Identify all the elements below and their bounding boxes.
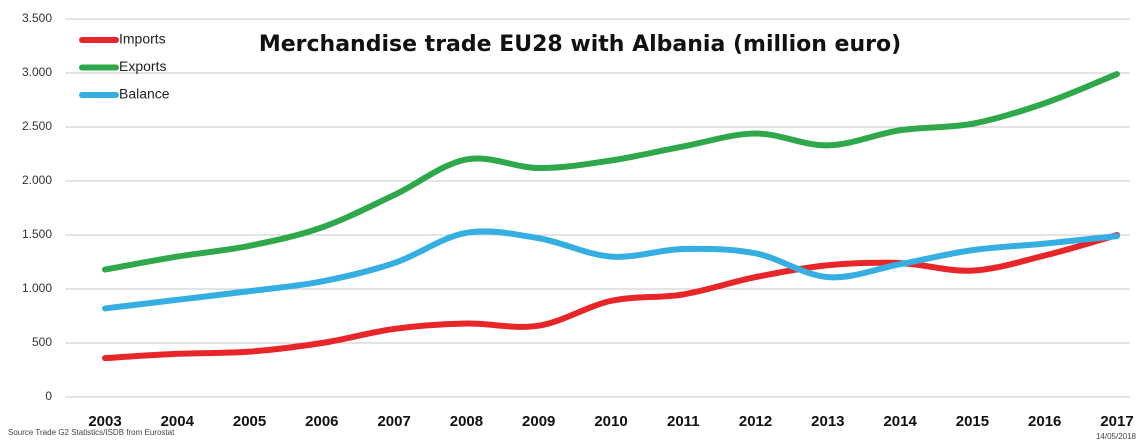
x-tick-label: 2016 bbox=[1028, 413, 1061, 430]
y-tick-label: 0 bbox=[45, 389, 52, 403]
x-tick-label: 2011 bbox=[667, 413, 700, 430]
series-line bbox=[102, 71, 1120, 273]
x-tick-label: 2003 bbox=[88, 413, 121, 430]
series-line bbox=[102, 232, 1120, 362]
source-note: Source Trade G2 Statistics/ISDB from Eur… bbox=[8, 428, 175, 437]
x-tick-label: 2004 bbox=[161, 413, 195, 430]
legend-label: Exports bbox=[119, 58, 166, 74]
y-tick-label: 1.000 bbox=[22, 281, 52, 295]
x-tick-label: 2006 bbox=[305, 413, 338, 430]
legend-label: Imports bbox=[119, 31, 166, 47]
date-note: 14/05/2018 bbox=[1096, 432, 1137, 441]
x-tick-label: 2015 bbox=[956, 413, 989, 430]
series-line bbox=[102, 228, 1120, 312]
y-tick-label: 500 bbox=[32, 335, 52, 349]
x-tick-label: 2012 bbox=[739, 413, 772, 430]
x-tick-label: 2009 bbox=[522, 413, 555, 430]
x-tick-label: 2008 bbox=[450, 413, 483, 430]
x-tick-label: 2005 bbox=[233, 413, 266, 430]
y-tick-label: 3.000 bbox=[22, 65, 52, 79]
chart-title: Merchandise trade EU28 with Albania (mil… bbox=[259, 32, 901, 57]
x-tick-label: 2007 bbox=[377, 413, 410, 430]
y-tick-label: 2.500 bbox=[22, 119, 52, 133]
x-tick-label: 2013 bbox=[811, 413, 844, 430]
x-tick-label: 2014 bbox=[883, 413, 917, 430]
x-tick-label: 2010 bbox=[594, 413, 627, 430]
y-tick-label: 3.500 bbox=[22, 11, 52, 25]
legend-label: Balance bbox=[119, 86, 170, 102]
y-tick-label: 1.500 bbox=[22, 227, 52, 241]
x-tick-label: 2017 bbox=[1100, 413, 1133, 430]
y-tick-label: 2.000 bbox=[22, 173, 52, 187]
